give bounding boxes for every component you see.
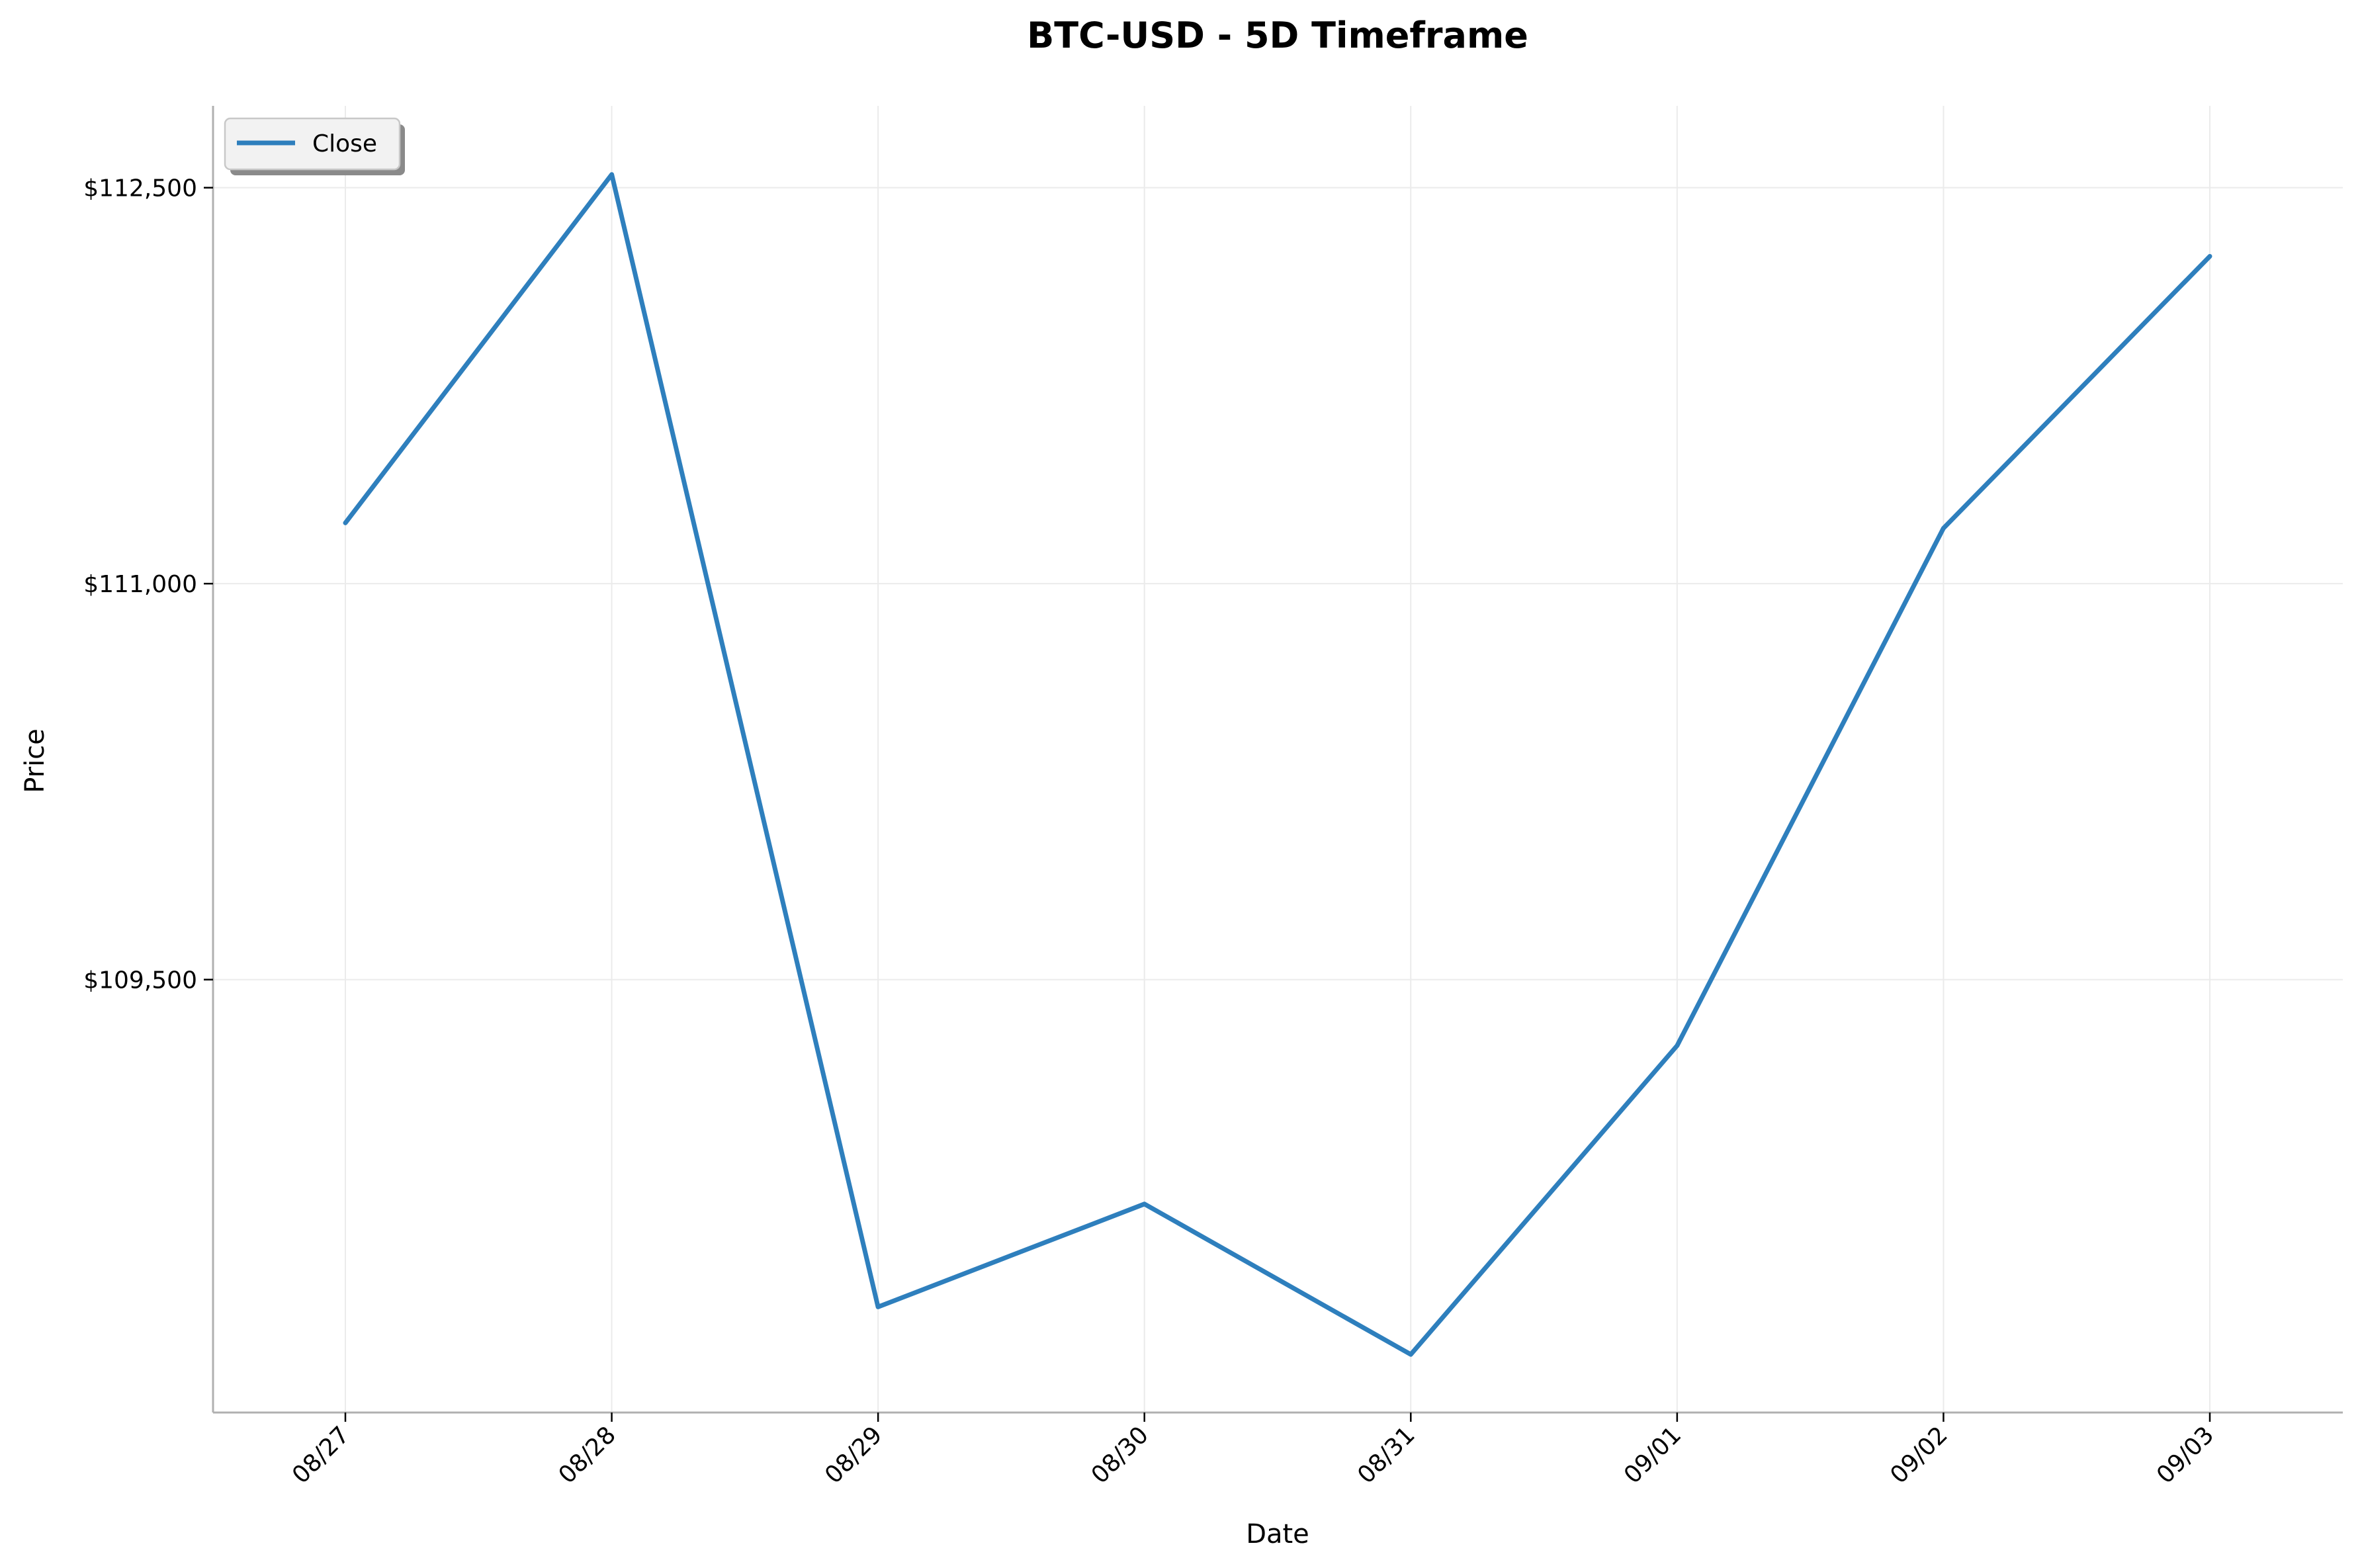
x-tick-label: 09/01 — [1619, 1421, 1686, 1489]
y-tick-label: $112,500 — [83, 175, 197, 202]
ticks-layer: 08/27 08/28 08/29 08/30 08/31 09/01 09/02 09/03… — [83, 175, 2219, 1489]
y-tick-label: $111,000 — [83, 571, 197, 598]
x-tick-label: 08/30 — [1086, 1421, 1154, 1489]
legend-label-close: Close — [312, 130, 377, 157]
y-axis-label: Price — [20, 728, 50, 793]
x-tick-label: 08/29 — [820, 1421, 887, 1489]
x-axis-label: Date — [1246, 1519, 1309, 1549]
y-tick-label: $109,500 — [83, 967, 197, 994]
x-tick-label: 08/28 — [554, 1421, 621, 1489]
series-line-close — [343, 172, 2212, 1357]
axes-layer — [212, 106, 2343, 1414]
legend-box — [224, 117, 401, 171]
x-tick-label: 09/02 — [1885, 1421, 1952, 1489]
chart-title: BTC-USD - 5D Timeframe — [1027, 15, 1528, 56]
x-tick-label: 09/03 — [2152, 1421, 2219, 1489]
legend: Close — [224, 117, 405, 175]
x-tick-label: 08/31 — [1352, 1421, 1420, 1489]
x-tick-label: 08/27 — [287, 1421, 355, 1489]
series-layer — [343, 172, 2212, 1357]
grid-layer — [213, 106, 2343, 1413]
